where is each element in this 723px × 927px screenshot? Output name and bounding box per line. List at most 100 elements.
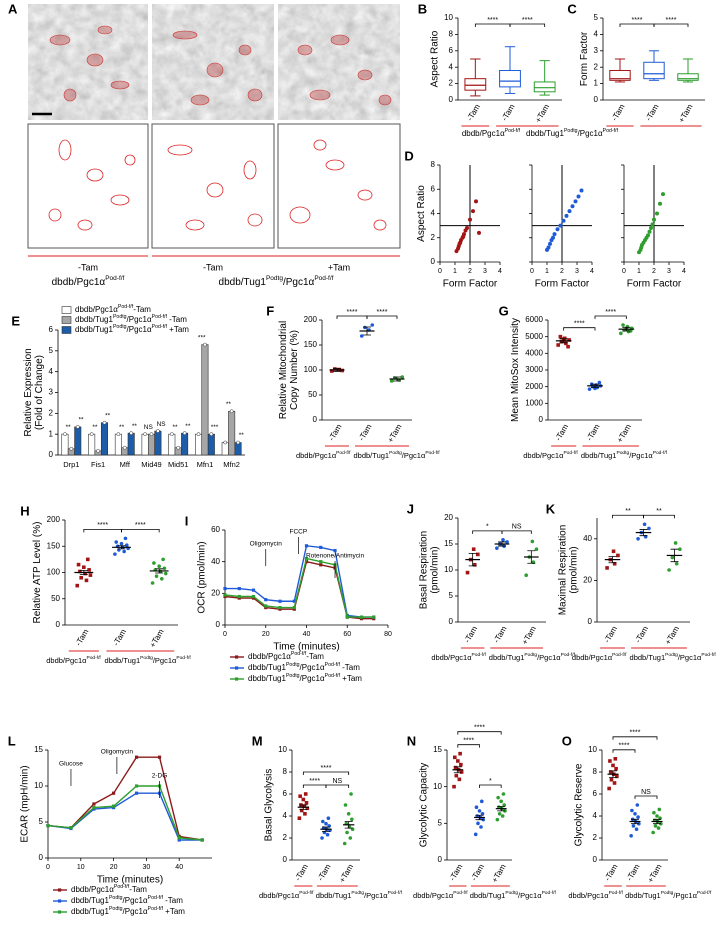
error-bar [299,804,308,810]
data-point [46,824,50,828]
y-tick-label: 0 [216,620,221,629]
significance-label: ** [132,423,138,430]
condition-label: +Tam [328,262,350,272]
injection-label: Oligomycin [101,749,134,756]
superscript: Pod-f/f [603,128,619,134]
y-tick-label: 15 [444,539,453,548]
rich-label: dbdb/Pgc1αPod-f/f [568,890,623,900]
superscript: Pod-f/f [114,884,130,890]
text-segment: /Pgc1α [300,663,325,672]
y-tick-label: 0 [56,620,61,629]
data-point [134,791,139,795]
condition-label: -Tam [78,262,98,272]
text-segment: -Tam [340,663,360,672]
scatter-point [561,218,566,223]
y-tick-label: 0 [593,855,598,864]
text-segment: -Tam [167,315,187,324]
superscript: Podtg [665,652,678,658]
data-point [587,387,592,391]
x-axis-label: Form Factor [535,279,590,290]
significance-bracket [563,327,596,331]
data-point [122,549,126,554]
significance-label: ** [66,424,72,431]
significance-label: ** [625,508,631,515]
em-image [278,4,400,120]
error-bar [591,383,599,388]
text-segment: dbdb/Pgc1α [296,451,337,460]
data-point [611,763,615,768]
box [643,61,665,80]
superscript: Pod-f/f [653,450,668,456]
x-tick-label: +Tam [386,422,404,444]
error-bar [631,818,639,825]
significance-bracket [479,784,502,788]
data-point [476,821,480,826]
x-tick-label: -Tam [492,624,509,644]
panel-letter: J [407,501,414,516]
panel-a-images [27,4,401,257]
data-point [345,830,349,835]
data-point [150,581,155,585]
data-point [278,605,282,610]
y-axis-label: Relative ATP Level (%) [32,522,43,624]
superscript: Pod-f/f [561,652,576,658]
data-point [349,792,353,796]
text-segment: dbdb/Tug1 [219,277,267,288]
data-point [333,548,337,553]
injection-label: Rotenone/Antimycin [306,553,365,560]
legend-swatch [61,306,72,314]
significance-label: ** [226,401,232,408]
data-point [359,334,364,338]
bar [74,426,82,456]
y-tick-label: 15 [433,745,442,754]
bar [154,430,162,456]
x-tick-label: 4 [498,268,502,275]
y-tick-label: 150 [304,340,318,349]
significance-label: ** [119,424,125,431]
y-tick-label: 2 [594,62,599,71]
data-point [633,812,637,816]
error-bar [363,326,371,336]
data-point [556,343,560,347]
x-tick-label: -Tam [327,422,344,442]
data-point [612,781,617,785]
bar [147,433,156,456]
data-point [83,571,87,576]
superscript: Pod-f/f [472,652,487,658]
text-segment: dbdb/Tug1 [470,891,506,900]
y-tick-label: 10 [588,745,597,754]
text-segment: dbdb/Pgc1α [248,652,291,661]
scatter-point [551,235,555,240]
data-point [84,578,89,583]
x-tick-label: 1 [545,268,549,275]
significance-bracket [366,315,398,319]
significance-bracket [302,771,350,775]
significance-bracket [501,530,532,534]
rich-label: dbdb/Tug1Podtg/Pgc1αPod-f/f +Tam [75,324,189,334]
y-axis-label: (Fold of Change) [34,355,45,430]
y-tick-label: 6000 [525,315,543,324]
x-tick-label: 0 [223,631,227,638]
text-segment: /Pgc1α [300,674,325,683]
bar-point [149,432,154,437]
text-segment: +Tam [340,674,362,683]
rich-label: dbdb/Pgc1αPod-f/f [523,450,578,460]
mito-overlay [49,25,392,106]
error-bar [608,556,617,564]
x-tick-label: -Tam [316,862,333,882]
significance-label: **** [135,522,146,529]
significance-label: **** [619,743,630,750]
bar [61,433,69,456]
y-tick-label: 4 [431,209,436,218]
x-tick-label: +Tam [646,862,664,884]
x-tick-label: Mfn1 [197,460,214,469]
data-point [400,375,405,379]
y-tick-label: 1 [49,429,54,438]
y-tick-label: 100 [304,365,318,374]
text-segment: dbdb/Tug1 [75,315,114,324]
superscript: Pod-f/f [176,655,191,661]
y-tick-label: 6 [431,184,436,193]
text-segment: -Tam [133,305,151,314]
data-point [324,821,328,826]
superscript: Podtg [286,673,300,679]
